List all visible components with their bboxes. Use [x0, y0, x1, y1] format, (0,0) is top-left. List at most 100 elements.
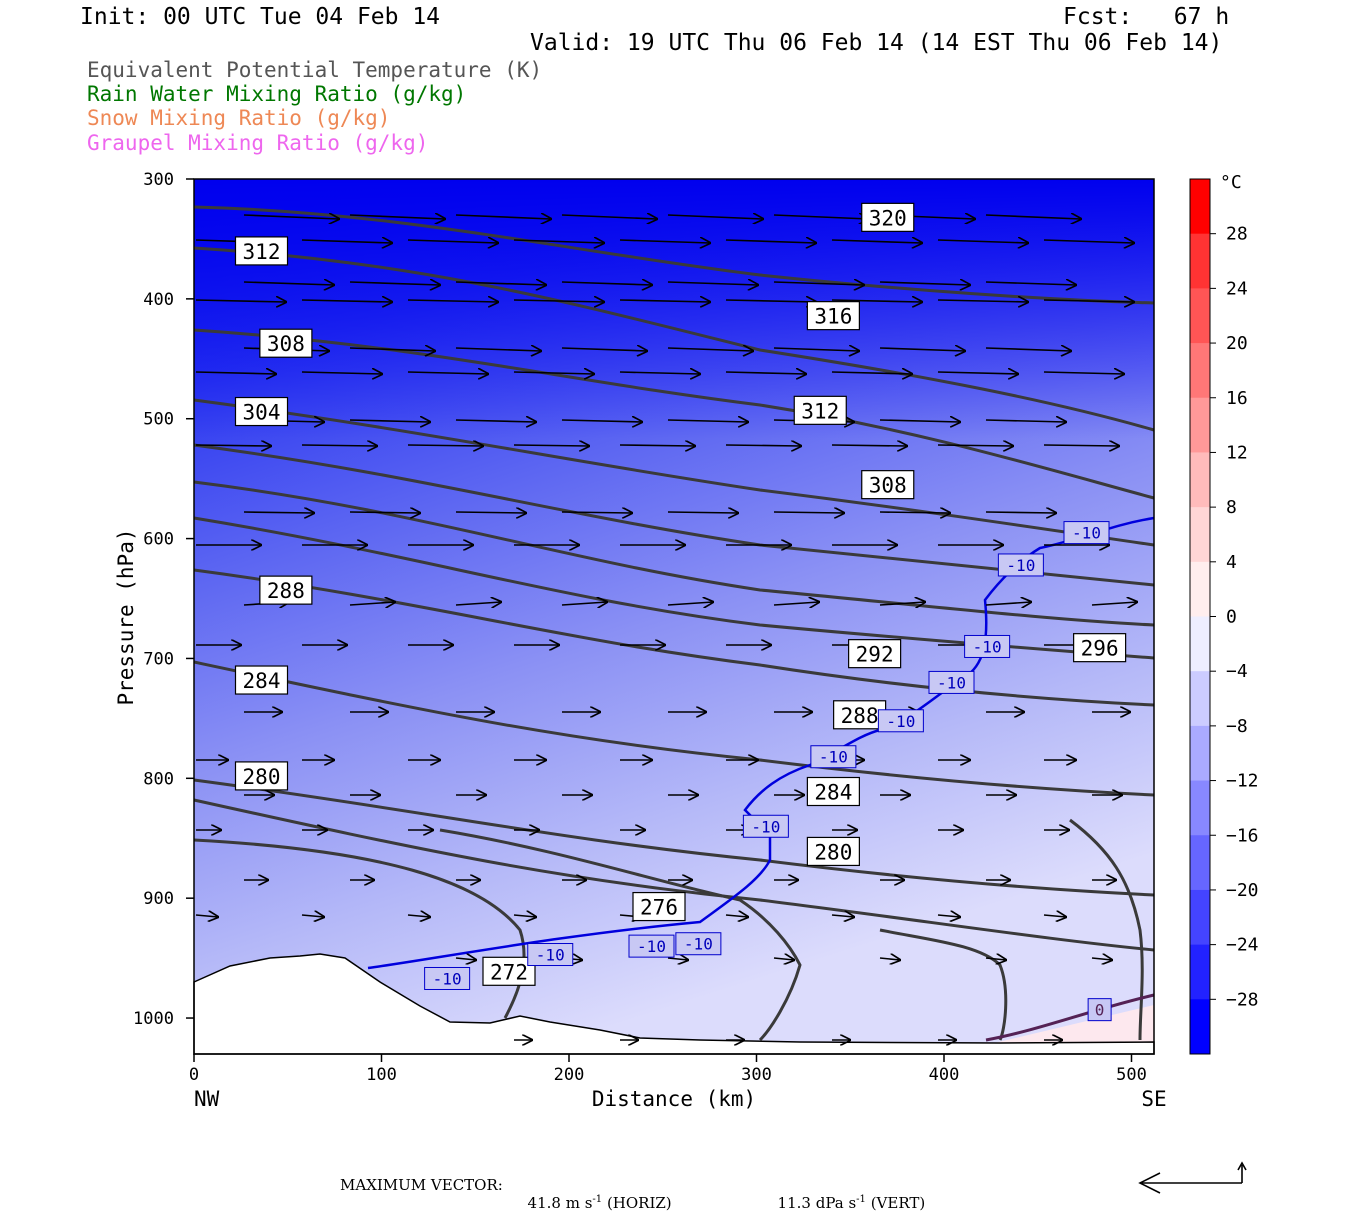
y-tick-label: 300: [143, 170, 174, 190]
valid-time: Valid: 19 UTC Thu 06 Feb 14 (14 EST Thu …: [530, 30, 1223, 56]
wind-vector: [349, 348, 435, 351]
theta-e-label-text: 304: [243, 401, 281, 425]
temp-label: -10: [997, 553, 1044, 577]
temp-label: -10: [675, 932, 722, 956]
colorbar-tick-label: 4: [1226, 552, 1237, 573]
theta-e-label-box: [848, 639, 902, 669]
temp-label-box: [1087, 998, 1112, 1022]
reference-vector-icon: [1138, 1161, 1247, 1194]
theta-e-labels: 320 316 312 312 308 308 304 296 292 288 288 284 284 2…: [234, 202, 1127, 986]
pressure-axis-label: Pressure (hPa): [114, 528, 138, 705]
x-tick-label: 100: [366, 1065, 397, 1085]
theta-e-label-text: 296: [1081, 637, 1119, 661]
colorbar-swatch: [1190, 233, 1210, 289]
wind-vector: [455, 282, 546, 285]
x-tick-label: 300: [741, 1065, 772, 1085]
init-time: Init: 00 UTC Tue 04 Feb 14: [80, 4, 441, 30]
theta-e-label: 272: [482, 956, 536, 986]
theta-e-label-text: 312: [243, 240, 281, 264]
field-legend-theta-e: Equivalent Potential Temperature (K): [87, 58, 543, 82]
wind-vector: [667, 602, 713, 605]
wind-vector: [455, 512, 526, 513]
wind-vector: [455, 215, 551, 219]
temp-label: 0: [1087, 998, 1112, 1022]
theta-e-label-text: 280: [814, 840, 852, 864]
theta-e-label-text: 284: [243, 669, 281, 693]
temp-label-text: -10: [973, 637, 1002, 656]
theta-e-label-text: 312: [801, 399, 839, 423]
wind-vector: [561, 282, 652, 285]
wind-vector: [349, 602, 395, 605]
wind-vector: [667, 420, 748, 422]
distance-axis: 0 100 200 300 400 500: [189, 1054, 1147, 1085]
temp-label-text: -10: [1006, 556, 1035, 575]
wind-vector: [619, 445, 695, 446]
y-tick-label: 700: [143, 649, 174, 669]
wind-vector: [407, 300, 498, 302]
vert-unit: (VERT): [870, 1194, 926, 1212]
theta-e-label-box: [259, 328, 313, 358]
wind-vector: [773, 958, 794, 960]
theta-e-label-box: [1073, 633, 1127, 663]
colorbar-swatch: [1190, 288, 1210, 344]
wind-vector: [1043, 915, 1066, 917]
colorbar-swatch: [1190, 179, 1210, 235]
temp-label-text: -10: [886, 712, 915, 731]
wind-vector: [243, 282, 334, 285]
wind-vector: [243, 215, 339, 219]
wind-vector: [1091, 958, 1112, 960]
temp-label-text: -10: [433, 969, 462, 988]
colorbar-swatch: [1190, 671, 1210, 727]
theta-e-label-box: [861, 470, 915, 500]
theta-e-label-text: 320: [869, 206, 907, 230]
wind-vector: [513, 915, 536, 917]
wind-vector: [1043, 372, 1124, 374]
colorbar-swatch: [1190, 999, 1210, 1055]
temp-label-text: -10: [751, 817, 780, 836]
temp-label: -10: [424, 966, 471, 990]
x-tick-label: 400: [929, 1065, 960, 1085]
field-legend-snow: Snow Mixing Ratio (g/kg): [87, 106, 391, 130]
theta-e-label-box: [806, 301, 860, 331]
pressure-axis: 300 400 500 600 700 800 900 1000: [133, 170, 194, 1029]
wind-vector: [561, 602, 607, 605]
wind-vector: [937, 445, 1013, 446]
wind-vector: [985, 512, 1056, 513]
wind-vector: [1043, 300, 1134, 302]
wind-vector: [879, 282, 970, 285]
wind-vector: [455, 420, 536, 422]
wind-vector: [725, 445, 801, 446]
wind-vector: [879, 420, 960, 422]
temp-label-box: [877, 709, 924, 733]
colorbar-tick-label: 8: [1226, 497, 1237, 518]
theta-e-label: 280: [234, 761, 289, 791]
colorbar-swatch: [1190, 561, 1210, 617]
colorbar-tick-label: 28: [1226, 224, 1248, 245]
theta-e-label-box: [806, 776, 860, 807]
temp-label: -10: [928, 670, 975, 694]
temp-label: -10: [527, 943, 574, 967]
temp-label-text: -10: [637, 937, 666, 956]
temp-label: -10: [1063, 521, 1110, 545]
theta-e-label-box: [234, 396, 289, 427]
wind-vector: [831, 240, 922, 243]
theta-e-label: 296: [1073, 633, 1127, 663]
temp-label-text: -10: [684, 935, 713, 954]
colorbar-tick-label: −4: [1226, 661, 1248, 682]
colorbar-tick-label: 20: [1226, 333, 1248, 354]
wind-vector: [195, 445, 271, 446]
colorbar-tick-label: −8: [1226, 716, 1248, 737]
wind-vector: [1091, 602, 1137, 605]
wind-vector: [513, 372, 594, 374]
theta-e-label: 276: [632, 891, 686, 922]
temp-label-box: [928, 670, 975, 694]
wind-vector: [561, 215, 657, 219]
temp-label-text: -10: [819, 748, 848, 767]
wind-vector: [937, 915, 960, 917]
y-tick-label: 800: [143, 769, 174, 789]
theta-e-label-box: [259, 575, 313, 605]
y-tick-label: 400: [143, 290, 174, 310]
theta-e-label-text: 308: [869, 474, 907, 498]
wind-vectors: [195, 215, 1137, 1040]
colorbar: 28 24 20 16 12 8 4 0 −4 −8 −12 −16 −20 −24 −28: [1189, 178, 1259, 1055]
